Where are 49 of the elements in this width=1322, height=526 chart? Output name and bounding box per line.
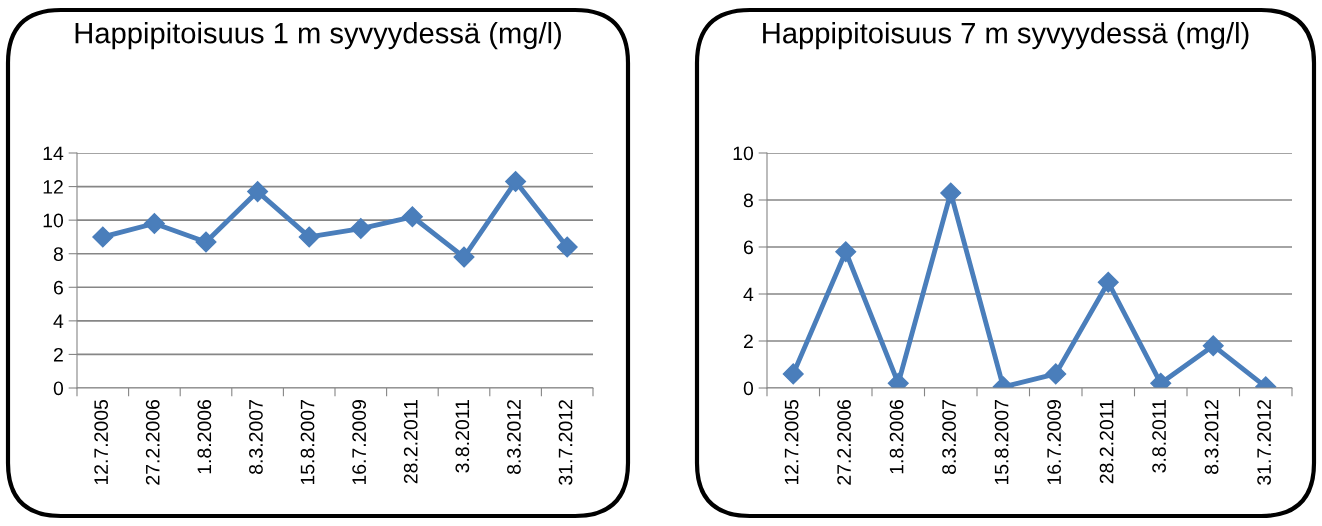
point bbox=[92, 226, 114, 248]
x-tick-label: 3.8.2011 bbox=[1152, 400, 1166, 473]
point bbox=[350, 218, 372, 240]
x-tick-label: 27.2.2006 bbox=[145, 399, 160, 485]
x-tick-label: 28.2.2011 bbox=[403, 400, 418, 484]
x-tick-label: 15.8.2007 bbox=[300, 400, 315, 485]
point bbox=[505, 171, 527, 193]
y-tick-label: 8 bbox=[743, 193, 753, 208]
y-tick-label: 8 bbox=[53, 247, 63, 261]
y-tick-label: 10 bbox=[43, 213, 64, 228]
x-tick-label: 27.2.2006 bbox=[837, 399, 851, 485]
y-tick-label: 6 bbox=[53, 280, 63, 295]
point bbox=[556, 236, 578, 258]
x-tick-label: 3.8.2011 bbox=[455, 400, 470, 473]
y-tick-label: 4 bbox=[743, 287, 754, 302]
point bbox=[940, 182, 962, 204]
x-tick-label: 8.3.2012 bbox=[1204, 400, 1219, 474]
point bbox=[195, 231, 217, 253]
x-tick-label: 1.8.2006 bbox=[197, 399, 212, 474]
x-tick-label: 12.7.2005 bbox=[784, 399, 799, 485]
x-tick-label: 16.7.2009 bbox=[1047, 400, 1061, 485]
y-tick-label: 2 bbox=[53, 347, 63, 362]
point bbox=[143, 212, 165, 235]
point bbox=[835, 241, 857, 263]
point bbox=[298, 226, 320, 248]
x-tick-label: 8.3.2012 bbox=[507, 400, 521, 474]
y-tick-label: 6 bbox=[743, 240, 753, 255]
x-tick-label: 12.7.2005 bbox=[94, 399, 109, 485]
x-tick-label: 31.7.2012 bbox=[1257, 400, 1271, 485]
y-tick-label: 4 bbox=[53, 314, 64, 328]
y-tick-label: 0 bbox=[743, 381, 754, 396]
x-tick-label: 8.3.2007 bbox=[249, 400, 263, 474]
y-tick-label: 10 bbox=[733, 146, 754, 161]
chart-title: Happipitoisuus 7 m syvyydessä (mg/l) bbox=[763, 22, 1249, 50]
x-tick-label: 8.3.2007 bbox=[942, 400, 956, 474]
x-tick-label: 31.7.2012 bbox=[558, 400, 573, 485]
y-tick-label: 2 bbox=[743, 334, 753, 349]
chart-title: Happipitoisuus 1 m syvyydessä (mg/l) bbox=[75, 22, 561, 50]
point bbox=[247, 181, 269, 203]
y-tick-label: 14 bbox=[43, 146, 64, 161]
x-tick-label: 15.8.2007 bbox=[994, 400, 1009, 485]
point bbox=[401, 206, 423, 228]
x-tick-label: 1.8.2006 bbox=[889, 399, 904, 474]
y-tick-label: 0 bbox=[53, 381, 64, 396]
point bbox=[1097, 271, 1119, 293]
x-tick-label: 16.7.2009 bbox=[352, 400, 367, 485]
y-tick-label: 12 bbox=[43, 180, 63, 194]
point bbox=[453, 246, 475, 268]
x-tick-label: 28.2.2011 bbox=[1099, 400, 1114, 484]
